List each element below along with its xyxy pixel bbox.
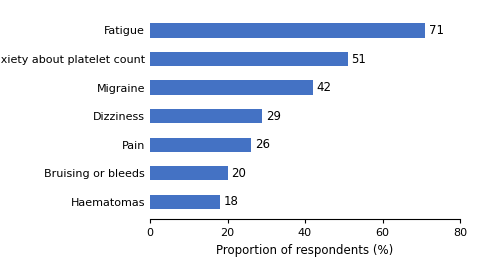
Bar xyxy=(150,23,425,38)
Text: 20: 20 xyxy=(232,167,246,180)
Bar xyxy=(150,138,251,152)
Bar xyxy=(150,52,348,66)
Text: 29: 29 xyxy=(266,110,281,123)
Bar xyxy=(150,80,313,95)
Text: 71: 71 xyxy=(429,24,444,37)
X-axis label: Proportion of respondents (%): Proportion of respondents (%) xyxy=(216,244,394,257)
Bar xyxy=(150,195,220,209)
Text: 42: 42 xyxy=(316,81,332,94)
Text: 26: 26 xyxy=(254,138,270,151)
Bar xyxy=(150,109,262,123)
Bar xyxy=(150,166,228,180)
Text: 18: 18 xyxy=(224,195,238,208)
Text: 51: 51 xyxy=(352,53,366,65)
